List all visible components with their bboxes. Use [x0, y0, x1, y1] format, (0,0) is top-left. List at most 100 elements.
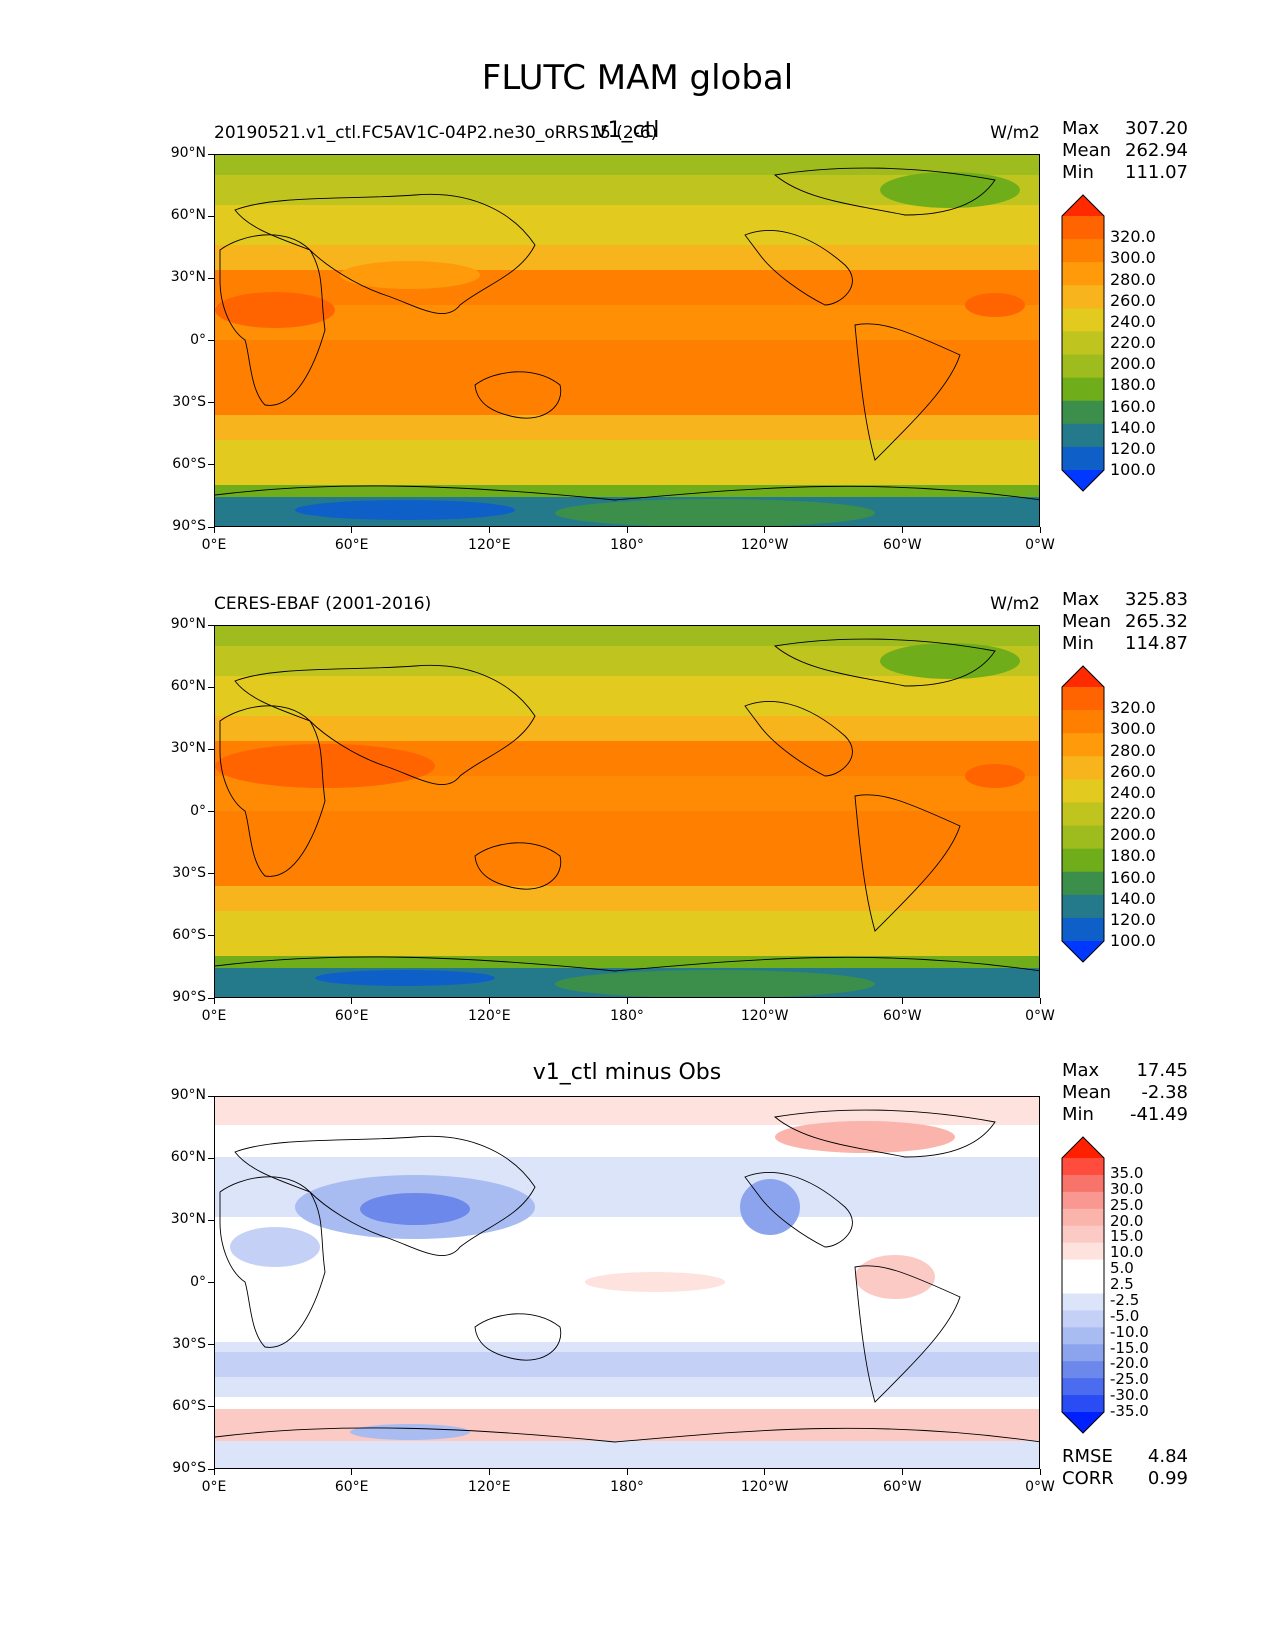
panel-ref-lon-tick-mark [764, 998, 766, 1004]
colorbar-diff-segment [1062, 1293, 1104, 1311]
colorbar-ref-segment [1062, 825, 1104, 850]
colorbar-test-segment [1062, 446, 1104, 471]
panel-test-lon-tick-label: 0°W [1025, 537, 1055, 553]
colorbar-test-level-label: 320.0 [1110, 227, 1156, 247]
map-diff [214, 1096, 1040, 1469]
panel-ref-lat-tick-label: 0° [190, 802, 206, 819]
colorbar-diff-segment [1062, 1174, 1104, 1193]
colorbar-diff-level-label: 35.0 [1110, 1163, 1144, 1182]
panel-diff-lon-tick-label: 60°W [882, 1479, 922, 1495]
map-ref [214, 625, 1040, 998]
colorbar-test-segment [1062, 354, 1104, 379]
colorbar-test-level-label: 240.0 [1110, 311, 1156, 331]
colorbar-test-level-label: 260.0 [1110, 290, 1156, 310]
colorbar-test-level-label: 220.0 [1110, 333, 1156, 352]
colorbar-ref-level-label: 160.0 [1110, 867, 1156, 887]
panel-test-lon-tick-mark [488, 527, 490, 533]
colorbar-test-segment [1062, 331, 1104, 356]
colorbar-diff-segment [1062, 1310, 1104, 1328]
colorbar-diff-segment [1062, 1191, 1104, 1210]
panel-ref-stat-max: Max 325.83 [1062, 589, 1188, 610]
colorbar-ref-outline [1061, 665, 1105, 963]
colorbar-test-level-label: 180.0 [1110, 375, 1156, 395]
panel-ref-lon-tick-mark [213, 998, 215, 1004]
panel-diff-lon-tick-mark [213, 1469, 215, 1475]
panel-diff-lat-tick-mark [208, 1157, 214, 1159]
colorbar-test-extend-min [1062, 470, 1104, 491]
panel-ref-lon-tick-label: 180° [610, 1008, 644, 1024]
panel-diff-lon-tick-label: 120°E [468, 1479, 511, 1495]
colorbar-ref-level-label: 180.0 [1110, 846, 1156, 866]
colorbar-test-level-label: 300.0 [1110, 248, 1156, 268]
colorbar-diff [1061, 1136, 1105, 1434]
panel-diff-lat-tick-mark [208, 1282, 214, 1283]
colorbar-diff-level-label: -20.0 [1110, 1354, 1149, 1373]
panel-ref-lat-tick-mark [208, 935, 214, 937]
panel-ref-lat-tick-mark [208, 997, 214, 999]
colorbar-test-level-label: 160.0 [1110, 396, 1156, 416]
colorbar-ref-level-label: 220.0 [1110, 804, 1156, 823]
panel-ref-lon-tick-mark [351, 998, 353, 1004]
panel-test-lon-tick-label: 120°E [468, 537, 511, 553]
colorbar-test-level-label: 140.0 [1110, 417, 1156, 437]
colorbar-test-segment [1062, 216, 1104, 240]
panel-test-lon-tick-label: 60°E [334, 537, 369, 553]
panel-diff-lat-tick-mark [208, 1219, 214, 1221]
colorbar-diff-segment [1062, 1378, 1104, 1396]
panel-ref-lat-tick-label: 60°N [170, 678, 206, 695]
panel-diff-lon-tick-mark [351, 1469, 353, 1475]
panel-ref-title-left: CERES-EBAF (2001-2016) [214, 594, 432, 614]
panel-diff-lon-tick-label: 180° [610, 1479, 644, 1495]
colorbar-ref-level-label: 100.0 [1110, 931, 1156, 950]
colorbar-test-level-label: 120.0 [1110, 438, 1156, 458]
colorbar-ref-level-label: 300.0 [1110, 719, 1156, 739]
panel-test-stat-max: Max 307.20 [1062, 118, 1188, 139]
panel-diff-lon-tick-mark [1039, 1469, 1041, 1475]
panel-ref-lon-tick-mark [901, 998, 903, 1004]
colorbar-diff-segment [1062, 1361, 1104, 1379]
panel-test-lat-tick-mark [208, 464, 214, 466]
panel-test-lon-tick-mark [213, 527, 215, 533]
colorbar-diff-segment [1062, 1327, 1104, 1345]
colorbar-test-level-label: 280.0 [1110, 269, 1156, 289]
colorbar-diff-level-label: 15.0 [1110, 1227, 1144, 1246]
colorbar-ref-level-label: 320.0 [1110, 698, 1156, 718]
colorbar-diff-outline [1061, 1136, 1105, 1434]
panel-ref-lon-tick-mark [626, 998, 628, 1004]
panel-test-lon-tick-mark [1039, 527, 1041, 533]
colorbar-diff-segment [1062, 1158, 1104, 1176]
colorbar-diff-level-label: 30.0 [1110, 1179, 1144, 1198]
panel-ref-lat-tick-label: 60°S [172, 926, 206, 943]
map-test-field [215, 155, 1039, 526]
panel-test-lat-tick-label: 90°N [170, 145, 206, 161]
panel-diff-lat-tick-label: 0° [190, 1273, 206, 1290]
panel-ref-lon-tick-label: 60°W [882, 1008, 922, 1024]
colorbar-test-segment [1062, 308, 1104, 333]
panel-ref-lon-tick-mark [1039, 998, 1041, 1004]
colorbar-diff-level-label: 25.0 [1110, 1195, 1144, 1214]
colorbar-diff-extend-min [1062, 1412, 1104, 1433]
colorbar-test-segment [1062, 262, 1104, 286]
panel-test-lat-tick-mark [208, 277, 214, 279]
colorbar-diff-segment [1062, 1344, 1104, 1362]
colorbar-ref-segment [1062, 779, 1104, 804]
colorbar-ref-segment [1062, 894, 1104, 919]
panel-diff-lat-tick-mark [208, 1406, 214, 1408]
panel-test-lat-tick-mark [208, 402, 214, 404]
figure-title: FLUTC MAM global [481, 58, 794, 98]
colorbar-test-segment [1062, 239, 1104, 263]
panel-ref-lat-tick-label: 30°S [172, 864, 206, 881]
panel-test-lon-tick-mark [351, 527, 353, 533]
panel-test-lat-tick-mark [208, 153, 214, 155]
panel-test-stat-min: Min 111.07 [1062, 162, 1188, 183]
colorbar-diff-level-label: -10.0 [1110, 1322, 1149, 1341]
colorbar-test-extend-max [1062, 195, 1104, 216]
colorbar-ref-level-label: 200.0 [1110, 825, 1156, 845]
panel-test-lat-tick-mark [208, 526, 214, 528]
colorbar-ref-extend-max [1062, 666, 1104, 687]
panel-ref-units: W/m2 [990, 594, 1040, 614]
panel-diff-lon-tick-label: 0°W [1025, 1479, 1055, 1495]
panel-diff-stat-mean: Mean -2.38 [1062, 1082, 1188, 1103]
panel-test-lon-tick-label: 60°W [882, 537, 922, 553]
colorbar-test-segment [1062, 423, 1104, 448]
